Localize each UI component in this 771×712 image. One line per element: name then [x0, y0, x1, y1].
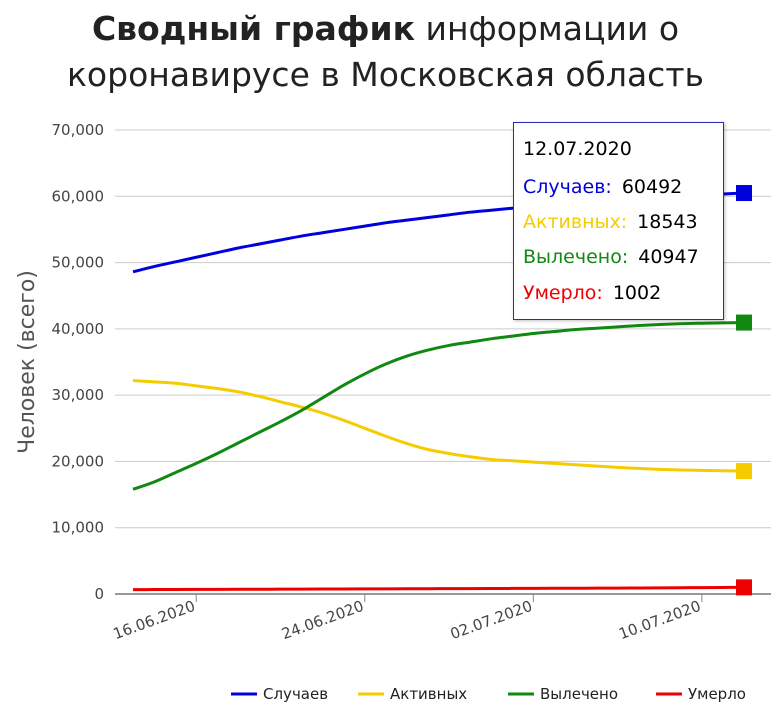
- tooltip-active-value: 18543: [637, 211, 698, 233]
- x-tick-label: 10.07.2020: [616, 597, 703, 643]
- series-line-active: [132, 379, 745, 473]
- chart-title: Сводный график информации о коронавирусе…: [0, 6, 771, 98]
- tooltip-deaths-label: Умерло:: [523, 282, 603, 304]
- y-tick-label: 70,000: [52, 121, 105, 139]
- series-point-active[interactable]: [736, 463, 752, 480]
- x-tick-label: 24.06.2020: [279, 597, 366, 643]
- series-line-deaths: [132, 585, 745, 592]
- tooltip-cases-value: 60492: [621, 176, 683, 198]
- x-tick-label: 02.07.2020: [448, 597, 535, 643]
- chart-title-bold: Сводный график: [91, 9, 416, 48]
- data-tooltip: 12.07.2020 Случаев: 60492 Активных: 18543 …: [513, 122, 724, 320]
- series-line-recovered: [132, 321, 745, 491]
- legend-label-active[interactable]: Активных: [390, 685, 467, 703]
- grid-lines: [115, 129, 771, 595]
- tooltip-deaths-value: 1002: [612, 282, 662, 304]
- series-point-cases[interactable]: [736, 185, 752, 202]
- y-axis-label: Человек (всего): [15, 270, 40, 454]
- legend-label-deaths[interactable]: Умерло: [688, 685, 746, 703]
- legend: Случаев Активных Вылечено Умерло: [231, 685, 746, 703]
- y-tick-label: 30,000: [52, 386, 105, 404]
- y-tick-label: 20,000: [52, 452, 105, 470]
- tooltip-active-label: Активных:: [523, 211, 628, 233]
- tooltip-row-deaths: Умерло: 1002: [523, 281, 661, 305]
- y-tick-label: 40,000: [52, 320, 105, 338]
- tooltip-recovered-value: 40947: [638, 246, 699, 268]
- legend-label-cases[interactable]: Случаев: [263, 685, 328, 703]
- x-tick-label: 16.06.2020: [111, 597, 198, 643]
- tooltip-date: 12.07.2020: [523, 138, 632, 160]
- x-axis-ticks: 16.06.2020 24.06.2020 02.07.2020 10.07.2020: [111, 594, 703, 643]
- legend-label-recovered[interactable]: Вылечено: [540, 685, 618, 703]
- y-tick-label: 50,000: [52, 254, 105, 272]
- tooltip-row-cases: Случаев: 60492: [523, 175, 682, 199]
- chart-title-rest: информации о коронавирусе в Московская о…: [67, 9, 704, 94]
- series-point-deaths[interactable]: [736, 579, 752, 596]
- tooltip-row-active: Активных: 18543: [523, 210, 698, 234]
- y-axis-ticks: 0 10,000 20,000 30,000 40,000 50,000 60,000 70,…: [52, 121, 105, 603]
- tooltip-row-recovered: Вылечено: 40947: [523, 245, 699, 269]
- y-tick-label: 60,000: [52, 187, 105, 205]
- y-tick-label: 0: [94, 585, 104, 603]
- tooltip-cases-label: Случаев:: [523, 176, 612, 198]
- y-tick-label: 10,000: [52, 519, 105, 537]
- series-point-recovered[interactable]: [736, 314, 752, 331]
- tooltip-recovered-label: Вылечено:: [523, 246, 629, 268]
